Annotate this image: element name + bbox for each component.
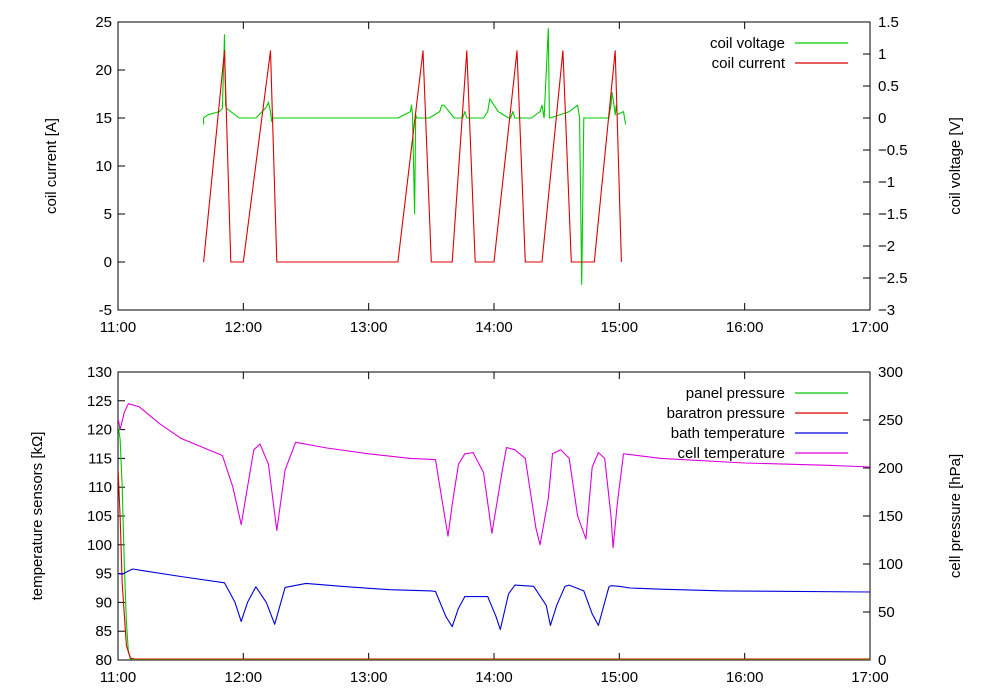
- y2-tick-label: 0: [878, 110, 886, 127]
- y-tick-label: 120: [87, 422, 112, 439]
- y2-tick-label: −0.5: [878, 142, 908, 159]
- legend-label-coil-voltage: coil voltage: [710, 35, 785, 52]
- y-tick-label: 80: [95, 652, 112, 669]
- x-tick-label: 12:00: [225, 669, 263, 686]
- x-tick-label: 11:00: [100, 319, 136, 336]
- y-tick-label: 90: [95, 594, 112, 611]
- y-tick-label: 0: [104, 254, 112, 271]
- x-tick-label: 17:00: [851, 669, 889, 686]
- x-tick-label: 14:00: [475, 319, 513, 336]
- series-line-cell-temperature: [118, 403, 870, 549]
- y-tick-label: 95: [95, 566, 112, 583]
- y2-tick-label: −3: [878, 302, 895, 319]
- x-tick-label: 15:00: [601, 669, 639, 686]
- y-tick-label: 100: [87, 537, 112, 554]
- y2-axis-label: cell pressure [hPa]: [947, 454, 964, 578]
- y-tick-label: 130: [87, 364, 112, 381]
- y2-tick-label: −1.5: [878, 206, 908, 223]
- y-tick-label: 125: [87, 393, 112, 410]
- chart-panel-1: -5 0 5 10 15 20 25 −3 −2.5 −2 −1.5 −1 −0.5 0 0.5 1 1.5 11…: [43, 14, 964, 336]
- y-tick-label: -5: [99, 302, 112, 319]
- y2-tick-label: 1.5: [878, 14, 899, 31]
- y2-tick-label: 50: [878, 604, 895, 621]
- series-line-baratron-pressure: [118, 467, 870, 660]
- y2-tick-label: 150: [878, 508, 903, 525]
- y2-axis-label: coil voltage [V]: [947, 117, 964, 215]
- y-tick-label: 110: [88, 479, 112, 496]
- y2-tick-label: 0.5: [878, 78, 899, 95]
- legend-label-cell-temperature: cell temperature: [677, 445, 785, 462]
- legend-label-baratron-pressure: baratron pressure: [667, 405, 785, 422]
- y-tick-label: 10: [95, 158, 112, 175]
- x-tick-label: 17:00: [851, 319, 889, 336]
- y2-tick-label: 0: [878, 652, 886, 669]
- y2-tick-label: 250: [878, 412, 903, 429]
- y2-tick-label: 1: [878, 46, 886, 63]
- legend-label-coil-current: coil current: [712, 55, 786, 72]
- x-tick-label: 13:00: [350, 319, 388, 336]
- x-tick-label: 13:00: [350, 669, 388, 686]
- y-tick-label: 25: [95, 14, 112, 31]
- x-tick-label: 11:00: [100, 669, 136, 686]
- y-tick-label: 85: [95, 623, 112, 640]
- x-tick-label: 14:00: [475, 669, 513, 686]
- y-axis-label: coil current [A]: [43, 118, 60, 214]
- y-tick-label: 105: [87, 508, 112, 525]
- x-tick-label: 16:00: [726, 319, 764, 336]
- y2-tick-label: 200: [878, 460, 903, 477]
- chart-panel-2: 80 85 90 95 100 105 110 115 120 125 130 0 50 100 150 20…: [29, 364, 964, 686]
- legend-label-bath-temperature: bath temperature: [671, 425, 785, 442]
- x-tick-label: 15:00: [601, 319, 639, 336]
- series-line-panel-pressure: [118, 424, 870, 660]
- y-tick-label: 115: [88, 450, 112, 467]
- y2-tick-label: 300: [878, 364, 903, 381]
- x-tick-label: 12:00: [225, 319, 263, 336]
- y-axis-label: temperature sensors [kΩ]: [29, 432, 46, 601]
- y2-tick-label: −2: [878, 238, 895, 255]
- y-tick-label: 5: [104, 206, 112, 223]
- y2-tick-label: −2.5: [878, 270, 908, 287]
- series-line-coil-voltage: [203, 27, 627, 285]
- x-tick-label: 16:00: [726, 669, 764, 686]
- y-tick-label: 15: [95, 110, 112, 127]
- y-tick-label: 20: [95, 62, 112, 79]
- y2-tick-label: −1: [878, 174, 895, 191]
- legend-label-panel-pressure: panel pressure: [686, 385, 785, 402]
- series-line-coil-current: [203, 50, 622, 263]
- series-line-bath-temperature: [118, 568, 870, 631]
- y2-tick-label: 100: [878, 556, 903, 573]
